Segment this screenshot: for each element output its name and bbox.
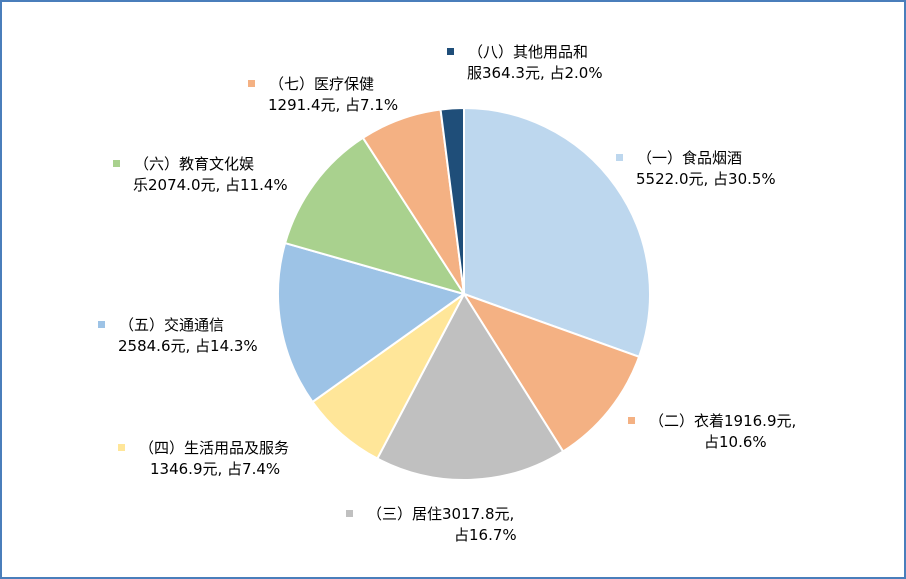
- legend-marker-1: [616, 154, 623, 161]
- pie-slice-8: [439, 106, 465, 295]
- label-slice-1: （一）食品烟酒 5522.0元, 占30.5%: [616, 148, 776, 190]
- legend-marker-4: [118, 444, 125, 451]
- label-slice-3: （三）居住3017.8元, 占16.7%: [346, 504, 517, 546]
- label-slice-2: （二）衣着1916.9元, 占10.6%: [628, 411, 796, 453]
- pie-slice-3: [375, 292, 565, 481]
- label-slice-5: （五）交通通信 2584.6元, 占14.3%: [98, 315, 258, 357]
- label-slice-7: （七）医疗保健 1291.4元, 占7.1%: [248, 74, 398, 116]
- label-slice-8: （八）其他用品和 服364.3元, 占2.0%: [447, 42, 603, 84]
- legend-marker-3: [346, 510, 353, 517]
- label-slice-6: （六）教育文化娱 乐2074.0元, 占11.4%: [113, 154, 288, 196]
- legend-marker-7: [248, 80, 255, 87]
- pie-slice-6: [283, 136, 467, 296]
- legend-marker-6: [113, 160, 120, 167]
- legend-marker-8: [447, 48, 454, 55]
- legend-marker-2: [628, 417, 635, 424]
- legend-marker-5: [98, 321, 105, 328]
- label-slice-4: （四）生活用品及服务 1346.9元, 占7.4%: [118, 438, 289, 480]
- pie-slice-2: [461, 292, 641, 453]
- pie-slice-5: [277, 241, 467, 404]
- pie-slice-1: [463, 106, 651, 359]
